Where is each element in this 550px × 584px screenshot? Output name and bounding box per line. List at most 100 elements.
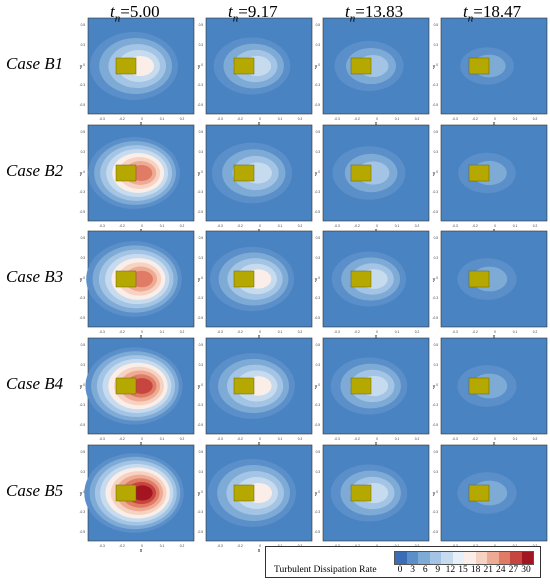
column-header-value: =5.00 — [120, 2, 160, 21]
x-tick-label: 0 — [259, 224, 261, 228]
y-tick-label: -0.3 — [80, 190, 86, 194]
column-header-sub: n — [467, 12, 474, 25]
x-tick-label: 0 — [376, 117, 378, 121]
column-header: tn=5.00 — [110, 2, 160, 24]
column-header-value: =18.47 — [473, 2, 522, 21]
x-tick-label: 0.1 — [395, 437, 400, 441]
y-tick-label: -0.5 — [198, 316, 204, 320]
contour-level — [131, 485, 153, 501]
column-header-sub: n — [114, 12, 121, 25]
x-tick-label: -0.3 — [99, 330, 105, 334]
y-tick-label: 0.3 — [81, 470, 86, 474]
x-tick-label: 0.2 — [180, 117, 185, 121]
x-tick-label: 0.1 — [395, 330, 400, 334]
legend-tick-label: 30 — [521, 565, 531, 575]
x-axis-label: x — [258, 548, 261, 554]
row-label: Case B1 — [6, 54, 64, 73]
x-tick-label: -0.3 — [217, 330, 223, 334]
y-tick-label: 0.3 — [434, 43, 439, 47]
x-tick-label: -0.3 — [217, 544, 223, 548]
y-tick-label: 0.5 — [316, 130, 321, 134]
y-axis-label: y — [433, 171, 436, 177]
y-tick-label: 0.3 — [199, 470, 204, 474]
x-axis-label: x — [375, 121, 378, 127]
panel: -0.3 -0.2 0 0.1 0.2 0.5 0.3 0 -0.3 -0.5 x y — [315, 124, 430, 234]
x-axis-label: x — [140, 441, 143, 447]
y-tick-label: 0.5 — [199, 130, 204, 134]
panel: -0.3 -0.2 0 0.1 0.2 0.5 0.3 0 -0.3 -0.5 x y — [198, 124, 313, 234]
y-tick-label: -0.3 — [198, 510, 204, 514]
column-header: tn=13.83 — [345, 2, 403, 24]
legend-swatch — [418, 552, 430, 564]
y-axis-label: y — [315, 384, 318, 390]
legend-tick-label: 15 — [458, 565, 468, 575]
y-tick-label: -0.3 — [315, 403, 321, 407]
y-tick-label: 0.3 — [434, 470, 439, 474]
y-tick-label: -0.5 — [315, 423, 321, 427]
y-tick-label: 0 — [201, 63, 203, 67]
y-tick-label: 0.3 — [199, 363, 204, 367]
y-tick-label: 0 — [83, 490, 85, 494]
y-tick-label: -0.3 — [433, 83, 439, 87]
body-shape — [115, 57, 137, 75]
x-tick-label: 0 — [494, 437, 496, 441]
x-tick-label: -0.2 — [119, 117, 125, 121]
y-tick-label: 0 — [201, 383, 203, 387]
legend-swatch — [464, 552, 476, 564]
x-tick-label: -0.2 — [354, 330, 360, 334]
body-shape — [350, 57, 372, 75]
x-axis-label: x — [140, 121, 143, 127]
y-tick-label: 0.3 — [434, 150, 439, 154]
y-tick-label: 0.5 — [316, 23, 321, 27]
body-shape — [350, 484, 372, 502]
body-shape — [468, 377, 490, 395]
y-axis-label: y — [198, 491, 201, 497]
y-tick-label: 0 — [318, 170, 320, 174]
x-tick-label: 0 — [141, 330, 143, 334]
x-tick-label: 0.1 — [395, 117, 400, 121]
legend-swatch — [521, 552, 533, 564]
y-tick-label: -0.5 — [198, 103, 204, 107]
x-tick-label: -0.2 — [472, 224, 478, 228]
x-tick-label: -0.3 — [99, 544, 105, 548]
legend-tick-label: 21 — [483, 565, 493, 575]
y-axis-label: y — [198, 64, 201, 70]
y-tick-label: -0.3 — [80, 83, 86, 87]
x-tick-label: 0.2 — [298, 437, 303, 441]
y-tick-label: -0.5 — [433, 423, 439, 427]
x-tick-label: -0.2 — [119, 224, 125, 228]
y-tick-label: 0.5 — [434, 343, 439, 347]
y-tick-label: 0.5 — [434, 450, 439, 454]
y-tick-label: 0 — [436, 170, 438, 174]
body-shape — [468, 57, 490, 75]
body-shape — [115, 270, 137, 288]
x-tick-label: 0.1 — [160, 330, 165, 334]
y-axis-label: y — [433, 384, 436, 390]
y-axis-label: y — [80, 171, 83, 177]
y-axis-label: y — [433, 64, 436, 70]
legend-tick-label: 9 — [435, 565, 441, 575]
x-tick-label: 0 — [259, 544, 261, 548]
y-tick-label: -0.3 — [80, 296, 86, 300]
x-tick-label: 0.2 — [415, 437, 420, 441]
legend-ticks: 0 3 6 9 12 15 18 21 24 27 30 — [394, 565, 534, 577]
y-axis-label: y — [433, 491, 436, 497]
y-tick-label: 0 — [318, 63, 320, 67]
y-tick-label: 0.5 — [199, 236, 204, 240]
y-tick-label: 0.5 — [81, 130, 86, 134]
body-shape — [115, 484, 137, 502]
panel: -0.3 -0.2 0 0.1 0.2 0.5 0.3 0 -0.3 -0.5 x y — [433, 337, 548, 447]
panel: -0.3 -0.2 0 0.1 0.2 0.5 0.3 0 -0.3 -0.5 x y — [80, 337, 195, 447]
x-tick-label: 0.2 — [180, 544, 185, 548]
x-tick-label: 0.2 — [533, 117, 538, 121]
y-tick-label: -0.5 — [80, 210, 86, 214]
y-tick-label: -0.3 — [315, 296, 321, 300]
x-tick-label: 0.1 — [513, 117, 518, 121]
column-header: tn=9.17 — [228, 2, 278, 24]
column-header-var: t — [110, 2, 115, 21]
contour-level — [131, 378, 153, 394]
y-tick-label: 0.3 — [316, 363, 321, 367]
y-tick-label: -0.5 — [433, 103, 439, 107]
x-tick-label: -0.3 — [452, 437, 458, 441]
